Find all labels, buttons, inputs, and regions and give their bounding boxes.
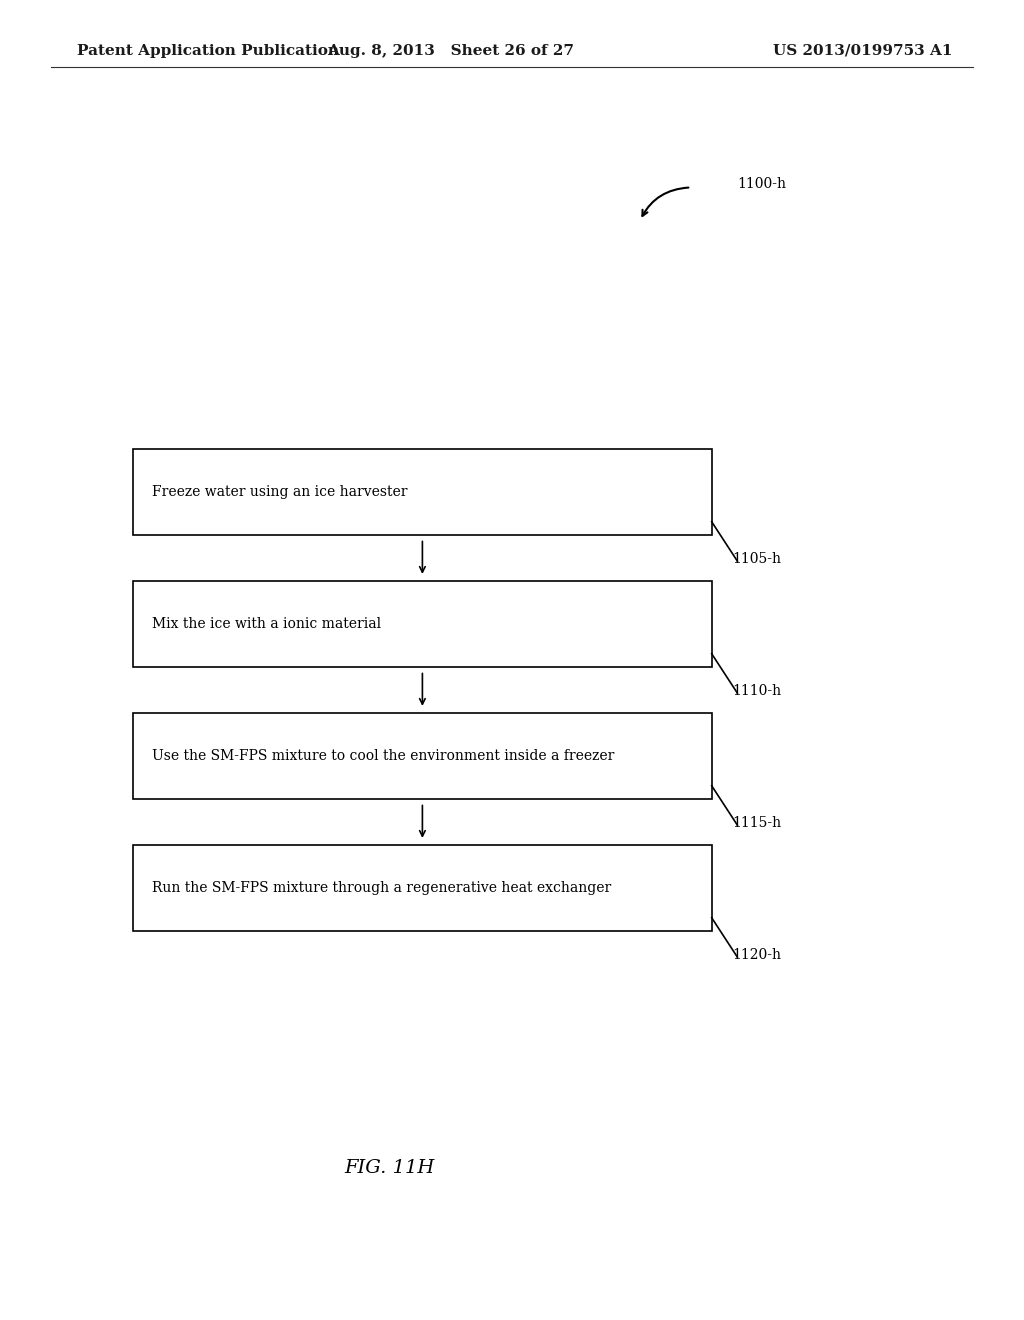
Text: Aug. 8, 2013   Sheet 26 of 27: Aug. 8, 2013 Sheet 26 of 27 bbox=[327, 44, 574, 58]
Text: Run the SM-FPS mixture through a regenerative heat exchanger: Run the SM-FPS mixture through a regener… bbox=[152, 880, 610, 895]
Text: FIG. 11H: FIG. 11H bbox=[344, 1159, 434, 1177]
FancyBboxPatch shape bbox=[133, 845, 712, 931]
FancyBboxPatch shape bbox=[133, 581, 712, 667]
Text: US 2013/0199753 A1: US 2013/0199753 A1 bbox=[773, 44, 952, 58]
Text: Use the SM-FPS mixture to cool the environment inside a freezer: Use the SM-FPS mixture to cool the envir… bbox=[152, 748, 614, 763]
Text: Patent Application Publication: Patent Application Publication bbox=[77, 44, 339, 58]
Text: 1110-h: 1110-h bbox=[732, 684, 781, 698]
Text: Mix the ice with a ionic material: Mix the ice with a ionic material bbox=[152, 616, 381, 631]
FancyBboxPatch shape bbox=[133, 713, 712, 799]
Text: 1105-h: 1105-h bbox=[732, 552, 781, 566]
Text: 1120-h: 1120-h bbox=[732, 948, 781, 962]
Text: 1100-h: 1100-h bbox=[737, 177, 786, 191]
Text: Freeze water using an ice harvester: Freeze water using an ice harvester bbox=[152, 484, 408, 499]
FancyBboxPatch shape bbox=[133, 449, 712, 535]
Text: 1115-h: 1115-h bbox=[732, 816, 781, 830]
